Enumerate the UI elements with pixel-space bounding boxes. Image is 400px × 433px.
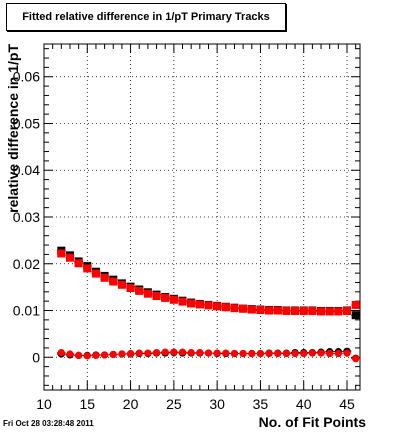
data-point — [57, 249, 66, 258]
data-point — [83, 352, 91, 360]
x-tick-label: 10 — [36, 396, 52, 412]
data-point — [187, 299, 196, 308]
data-point — [187, 348, 195, 357]
data-point — [161, 348, 169, 356]
x-axis-label: No. of Fit Points — [259, 414, 367, 430]
data-point — [351, 300, 360, 309]
data-point — [221, 303, 230, 312]
data-point — [247, 305, 256, 314]
y-tick-label: 0.02 — [13, 256, 40, 272]
data-point — [299, 306, 308, 315]
data-point — [100, 273, 109, 282]
data-point — [239, 304, 248, 313]
data-point — [66, 350, 74, 358]
data-point — [351, 311, 360, 320]
data-point — [196, 348, 204, 357]
data-point — [204, 301, 213, 310]
data-point — [326, 349, 334, 358]
data-point — [230, 304, 239, 313]
data-point — [256, 306, 265, 315]
data-point — [143, 289, 152, 298]
data-point — [282, 349, 291, 358]
data-point — [195, 300, 204, 309]
data-points — [56, 246, 360, 363]
data-point — [152, 348, 161, 357]
data-point — [308, 306, 317, 315]
data-point — [170, 348, 178, 356]
data-point — [101, 351, 109, 359]
x-tick-label: 25 — [166, 396, 182, 412]
data-point — [169, 295, 178, 304]
data-point — [92, 351, 100, 359]
data-point — [230, 349, 239, 358]
data-point — [308, 349, 316, 357]
data-point — [334, 349, 342, 358]
data-point — [222, 349, 230, 357]
data-point — [282, 306, 291, 315]
x-tick-label: 45 — [339, 396, 355, 412]
series-3 — [56, 348, 360, 363]
data-point — [213, 349, 221, 357]
y-tick-label: 0 — [32, 349, 40, 365]
data-point — [161, 293, 170, 302]
data-point — [343, 306, 352, 315]
data-point — [256, 349, 265, 358]
y-tick-label: 0.03 — [13, 209, 40, 225]
data-point — [178, 297, 187, 306]
footer-timestamp: Fri Oct 28 03:28:48 2011 — [3, 419, 94, 428]
chart-title: Fitted relative difference in 1/pT Prima… — [6, 3, 286, 31]
data-point — [204, 349, 213, 357]
data-point — [65, 253, 74, 262]
data-point — [334, 307, 343, 316]
data-point — [74, 259, 83, 268]
data-point — [291, 306, 300, 315]
data-point — [91, 269, 100, 278]
x-tick-label: 15 — [79, 396, 95, 412]
data-point — [273, 306, 282, 315]
data-point — [83, 264, 92, 273]
x-tick-label: 40 — [296, 396, 312, 412]
data-point — [135, 286, 144, 295]
data-point — [152, 292, 161, 301]
data-point — [291, 349, 299, 358]
data-point — [300, 349, 308, 358]
data-point — [248, 349, 256, 358]
data-point — [109, 350, 117, 359]
data-point — [274, 349, 282, 358]
data-point — [343, 349, 351, 357]
data-point — [118, 350, 126, 358]
x-tick-label: 30 — [209, 396, 225, 412]
data-point — [144, 349, 152, 357]
data-point — [109, 277, 118, 286]
data-point — [57, 348, 65, 357]
data-point — [126, 284, 135, 293]
y-axis-label: relative difference in 1/pT — [5, 44, 21, 213]
y-tick-label: 0.06 — [13, 69, 40, 85]
data-point — [213, 302, 222, 311]
data-point — [126, 349, 135, 358]
data-point — [75, 351, 83, 359]
data-point — [317, 349, 325, 357]
data-point — [178, 348, 187, 356]
data-point — [352, 355, 360, 363]
x-tick-label: 35 — [253, 396, 269, 412]
data-point — [265, 306, 274, 315]
series-1 — [56, 249, 360, 316]
data-point — [317, 307, 326, 316]
axis-ticks: 10 15 20 25 30 35 40 45 0 0.01 0.02 0.03 0.04 0.05 0.0… — [13, 44, 360, 412]
data-point — [135, 349, 143, 357]
grid-lines — [43, 44, 360, 390]
x-tick-label: 20 — [123, 396, 139, 412]
data-point — [325, 307, 334, 316]
y-tick-label: 0.01 — [13, 303, 40, 319]
data-point — [117, 280, 126, 289]
y-tick-label: 0.04 — [13, 162, 40, 178]
data-point — [265, 349, 273, 358]
y-tick-label: 0.05 — [13, 115, 40, 131]
data-point — [239, 349, 247, 358]
